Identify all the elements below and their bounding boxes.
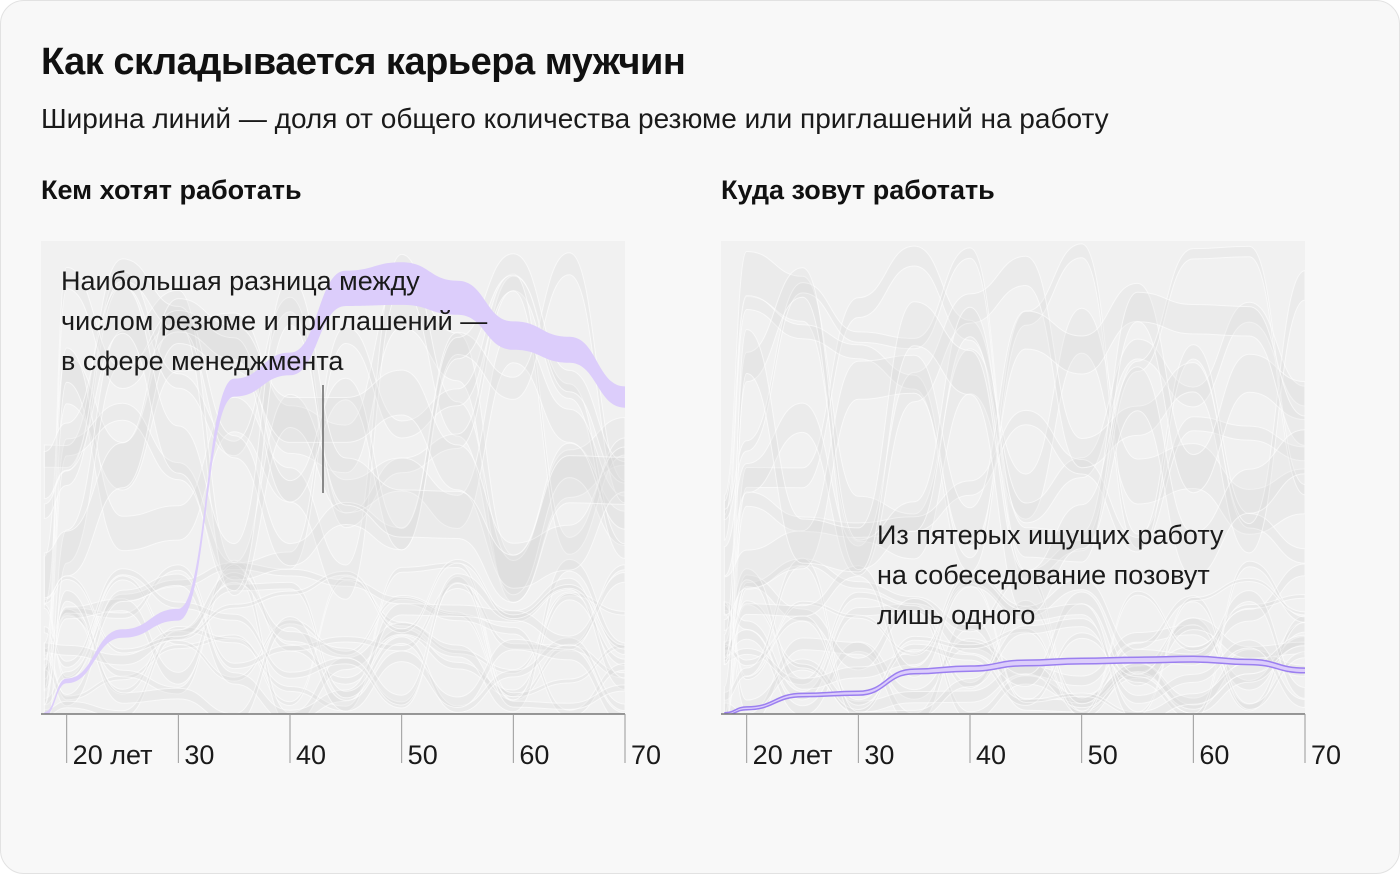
background-flow <box>43 558 625 714</box>
highlight-flow <box>724 655 1305 714</box>
background-flow <box>723 601 1305 714</box>
background-flow <box>723 568 1305 699</box>
background-flow <box>723 282 1305 616</box>
highlight-band <box>724 656 1305 714</box>
x-tick-label: 70 <box>631 740 661 770</box>
page-subtitle: Ширина линий — доля от общего количества… <box>41 103 1109 134</box>
background-flow <box>43 581 625 714</box>
right-annotation-line-2: на собеседование позовут <box>877 560 1210 590</box>
background-flow <box>43 289 625 714</box>
highlight-edge <box>728 661 1305 714</box>
highlight-edge <box>724 655 1305 714</box>
background-flow <box>43 575 625 698</box>
x-tick-label: 50 <box>408 740 438 770</box>
background-flow <box>43 576 625 707</box>
background-flow <box>723 565 1305 714</box>
x-tick-label: 50 <box>1088 740 1118 770</box>
background-flow <box>723 245 1305 714</box>
background-flow <box>723 560 1305 714</box>
background-flow <box>43 590 625 714</box>
background-flow <box>723 557 1305 714</box>
x-tick-label: 60 <box>1199 740 1229 770</box>
background-flow <box>43 564 625 679</box>
background-flow <box>43 558 625 654</box>
highlight-band <box>44 262 625 714</box>
background-flow <box>723 601 1305 713</box>
left-panel-title: Кем хотят работать <box>41 175 302 205</box>
background-flow <box>723 250 1305 560</box>
x-tick-label: 70 <box>1311 740 1341 770</box>
background-flow <box>723 301 1305 714</box>
left-annotation-line-2: числом резюме и приглашений — <box>61 306 488 336</box>
background-flow <box>723 245 1305 582</box>
page-title: Как складывается карьера мужчин <box>41 41 686 83</box>
left-annotation-line-1: Наибольшая разница между <box>61 266 420 296</box>
left-annotation-line-3: в сфере менеджмента <box>61 346 344 376</box>
background-flow <box>43 573 625 714</box>
background-flow <box>43 298 625 599</box>
background-flow <box>723 243 1305 573</box>
background-flow <box>723 267 1305 665</box>
background-flow <box>43 277 625 603</box>
background-flow <box>723 590 1305 714</box>
background-flow <box>723 563 1305 714</box>
x-tick-label: 20 лет <box>73 740 153 770</box>
x-tick-label: 40 <box>976 740 1006 770</box>
background-flow <box>723 577 1305 714</box>
background-flow <box>43 562 625 712</box>
background-flows <box>723 243 1305 714</box>
background-flow <box>723 591 1305 710</box>
x-tick-label: 40 <box>296 740 326 770</box>
x-tick-label: 60 <box>519 740 549 770</box>
right-annotation-line-3: лишь одного <box>877 600 1036 630</box>
highlight-flow <box>44 262 625 714</box>
left-annotation: Наибольшая разница между числом резюме и… <box>61 261 487 381</box>
background-flow <box>43 562 625 714</box>
background-flow <box>43 252 625 567</box>
background-flow <box>723 255 1305 577</box>
right-annotation-line-1: Из пятерых ищущих работу <box>877 520 1224 550</box>
chart-panel-2: 20 лет 30 40 50 60 70 <box>721 241 1341 770</box>
right-annotation: Из пятерых ищущих работу на собеседовани… <box>877 515 1224 635</box>
x-tick-label: 30 <box>864 740 894 770</box>
x-tick-label: 20 лет <box>753 740 833 770</box>
background-flow <box>43 253 625 691</box>
right-panel-title: Куда зовут работать <box>721 175 995 205</box>
x-tick-label: 30 <box>184 740 214 770</box>
chart-panel-1: 20 лет 30 40 50 60 70 <box>41 241 661 770</box>
